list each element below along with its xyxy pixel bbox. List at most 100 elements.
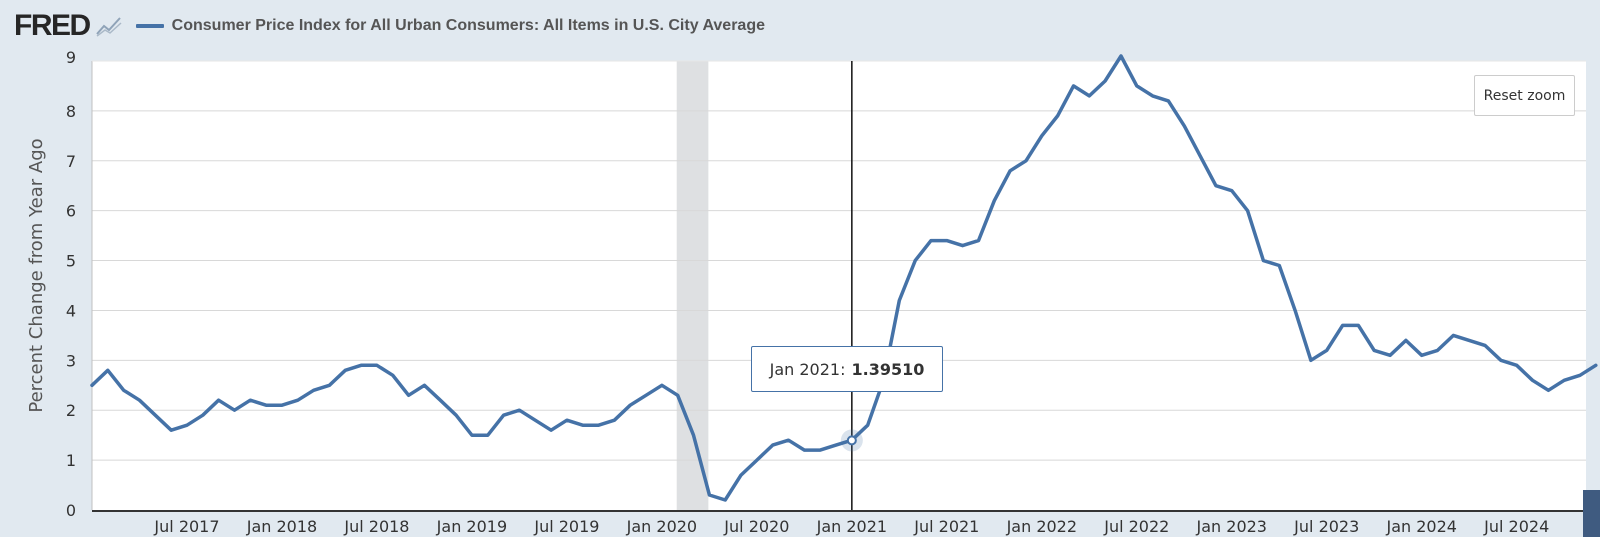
data-point[interactable] xyxy=(754,458,759,463)
data-point[interactable] xyxy=(1293,308,1298,313)
data-point[interactable] xyxy=(897,298,902,303)
data-point[interactable] xyxy=(1498,358,1503,363)
data-point[interactable] xyxy=(1530,378,1535,383)
data-point[interactable] xyxy=(834,443,839,448)
data-point[interactable] xyxy=(1356,323,1361,328)
side-panel-handle[interactable] xyxy=(1583,490,1600,537)
data-point[interactable] xyxy=(1403,338,1408,343)
data-point[interactable] xyxy=(1229,188,1234,193)
data-point[interactable] xyxy=(770,443,775,448)
data-point[interactable] xyxy=(1372,348,1377,353)
cpi-series-line[interactable] xyxy=(90,54,1598,502)
data-point[interactable] xyxy=(390,373,395,378)
data-point[interactable] xyxy=(359,363,364,368)
data-point[interactable] xyxy=(517,408,522,413)
data-point[interactable] xyxy=(675,393,680,398)
data-point[interactable] xyxy=(1118,54,1123,59)
data-point[interactable] xyxy=(1245,208,1250,213)
data-point[interactable] xyxy=(248,398,253,403)
data-point[interactable] xyxy=(944,238,949,243)
data-point[interactable] xyxy=(153,413,158,418)
data-point[interactable] xyxy=(913,258,918,263)
data-point[interactable] xyxy=(865,423,870,428)
data-point[interactable] xyxy=(121,388,126,393)
data-point[interactable] xyxy=(1467,338,1472,343)
data-point[interactable] xyxy=(1593,363,1598,368)
data-point[interactable] xyxy=(1546,388,1551,393)
data-point[interactable] xyxy=(1435,348,1440,353)
data-point[interactable] xyxy=(438,398,443,403)
data-point[interactable] xyxy=(485,433,490,438)
data-point[interactable] xyxy=(580,423,585,428)
data-point[interactable] xyxy=(612,418,617,423)
data-point[interactable] xyxy=(818,448,823,453)
data-point[interactable] xyxy=(1514,363,1519,368)
data-point[interactable] xyxy=(1308,358,1313,363)
data-point[interactable] xyxy=(469,433,474,438)
data-point[interactable] xyxy=(1213,183,1218,188)
data-point[interactable] xyxy=(976,238,981,243)
data-point[interactable] xyxy=(501,413,506,418)
data-point[interactable] xyxy=(422,383,427,388)
data-point[interactable] xyxy=(1578,373,1583,378)
data-point[interactable] xyxy=(533,418,538,423)
data-point[interactable] xyxy=(295,398,300,403)
data-point[interactable] xyxy=(549,428,554,433)
data-point[interactable] xyxy=(1419,353,1424,358)
data-point[interactable] xyxy=(169,428,174,433)
data-point[interactable] xyxy=(1388,353,1393,358)
data-point[interactable] xyxy=(1150,93,1155,98)
data-point[interactable] xyxy=(406,393,411,398)
data-point[interactable] xyxy=(374,363,379,368)
data-point[interactable] xyxy=(691,433,696,438)
data-point[interactable] xyxy=(1134,83,1139,88)
data-point[interactable] xyxy=(454,413,459,418)
data-point[interactable] xyxy=(184,423,189,428)
data-point[interactable] xyxy=(1451,333,1456,338)
data-point[interactable] xyxy=(1198,153,1203,158)
data-point[interactable] xyxy=(1324,348,1329,353)
data-point[interactable] xyxy=(1023,158,1028,163)
data-point[interactable] xyxy=(1562,378,1567,383)
highlight-marker[interactable] xyxy=(846,435,857,446)
data-point[interactable] xyxy=(1261,258,1266,263)
data-point[interactable] xyxy=(739,473,744,478)
reset-zoom-button[interactable]: Reset zoom xyxy=(1474,75,1575,116)
data-point[interactable] xyxy=(1087,93,1092,98)
fred-logo[interactable]: FRED xyxy=(14,9,91,42)
data-point[interactable] xyxy=(1008,168,1013,173)
data-point[interactable] xyxy=(343,368,348,373)
data-point[interactable] xyxy=(105,368,110,373)
data-point[interactable] xyxy=(232,408,237,413)
data-point[interactable] xyxy=(644,393,649,398)
data-point[interactable] xyxy=(960,243,965,248)
data-point[interactable] xyxy=(1340,323,1345,328)
data-point[interactable] xyxy=(90,383,95,388)
data-point[interactable] xyxy=(707,493,712,498)
data-point[interactable] xyxy=(216,398,221,403)
data-point[interactable] xyxy=(264,403,269,408)
data-point[interactable] xyxy=(1483,343,1488,348)
data-point[interactable] xyxy=(1103,78,1108,83)
data-point[interactable] xyxy=(1071,83,1076,88)
data-point[interactable] xyxy=(311,388,316,393)
data-point[interactable] xyxy=(1166,98,1171,103)
data-point[interactable] xyxy=(1055,113,1060,118)
data-point[interactable] xyxy=(628,403,633,408)
data-point[interactable] xyxy=(786,438,791,443)
data-point[interactable] xyxy=(802,448,807,453)
data-point[interactable] xyxy=(137,398,142,403)
data-point[interactable] xyxy=(279,403,284,408)
data-point[interactable] xyxy=(928,238,933,243)
data-point[interactable] xyxy=(1039,133,1044,138)
data-point[interactable] xyxy=(992,198,997,203)
data-point[interactable] xyxy=(1277,263,1282,268)
data-point[interactable] xyxy=(723,498,728,503)
data-point[interactable] xyxy=(659,383,664,388)
legend-series-label[interactable]: Consumer Price Index for All Urban Consu… xyxy=(171,17,765,34)
data-point[interactable] xyxy=(327,383,332,388)
data-point[interactable] xyxy=(596,423,601,428)
data-point[interactable] xyxy=(200,413,205,418)
data-point[interactable] xyxy=(564,418,569,423)
